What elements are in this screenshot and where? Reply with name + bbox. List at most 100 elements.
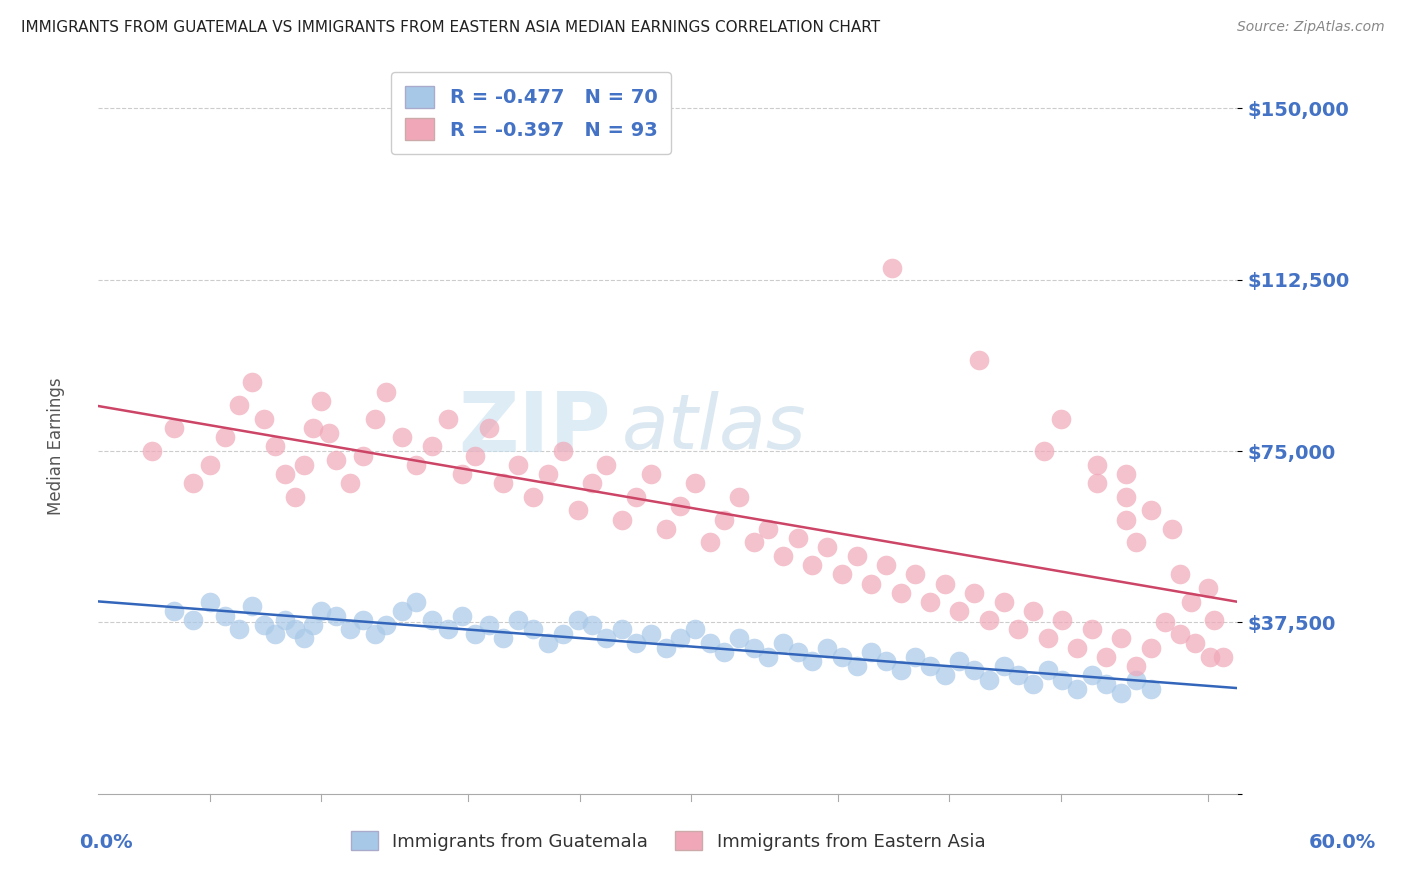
Point bbox=[141, 444, 163, 458]
Point bbox=[640, 467, 662, 481]
Point bbox=[292, 632, 315, 646]
Point bbox=[904, 567, 927, 582]
Point bbox=[1036, 632, 1059, 646]
Point bbox=[977, 673, 1000, 687]
Point bbox=[772, 549, 794, 564]
Text: 0.0%: 0.0% bbox=[79, 833, 132, 853]
Point bbox=[1109, 686, 1132, 700]
Point bbox=[742, 535, 765, 549]
Point bbox=[1022, 677, 1045, 691]
Point bbox=[352, 449, 374, 463]
Point bbox=[875, 558, 897, 573]
Point bbox=[436, 412, 458, 426]
Point bbox=[567, 613, 589, 627]
Point bbox=[492, 632, 515, 646]
Point bbox=[993, 658, 1015, 673]
Point bbox=[728, 632, 751, 646]
Point bbox=[815, 640, 838, 655]
Point bbox=[214, 430, 236, 444]
Point bbox=[1085, 458, 1108, 472]
Point bbox=[581, 617, 603, 632]
Point bbox=[1115, 467, 1137, 481]
Point bbox=[860, 576, 883, 591]
Point bbox=[309, 604, 332, 618]
Point bbox=[375, 617, 398, 632]
Point bbox=[728, 490, 751, 504]
Point bbox=[1139, 640, 1161, 655]
Text: Median Earnings: Median Earnings bbox=[48, 377, 65, 515]
Point bbox=[1212, 649, 1234, 664]
Point bbox=[742, 640, 765, 655]
Point bbox=[1080, 623, 1102, 637]
Point bbox=[831, 567, 853, 582]
Point bbox=[302, 421, 325, 435]
Point bbox=[450, 608, 472, 623]
Point bbox=[163, 421, 186, 435]
Point bbox=[1184, 636, 1206, 650]
Point bbox=[253, 412, 276, 426]
Point bbox=[1115, 490, 1137, 504]
Point bbox=[890, 585, 912, 599]
Point bbox=[214, 608, 236, 623]
Point bbox=[309, 393, 332, 408]
Point bbox=[240, 599, 263, 614]
Point bbox=[595, 632, 617, 646]
Point bbox=[934, 576, 956, 591]
Point bbox=[339, 475, 361, 490]
Point bbox=[228, 623, 250, 637]
Point bbox=[610, 623, 633, 637]
Point bbox=[918, 658, 941, 673]
Point bbox=[713, 645, 735, 659]
Point bbox=[845, 658, 868, 673]
Point bbox=[506, 613, 529, 627]
Point bbox=[1066, 640, 1088, 655]
Point bbox=[1168, 627, 1191, 641]
Point bbox=[801, 654, 824, 668]
Point bbox=[551, 444, 574, 458]
Point bbox=[1168, 567, 1191, 582]
Point bbox=[181, 475, 204, 490]
Point bbox=[464, 627, 486, 641]
Point bbox=[918, 595, 941, 609]
Point bbox=[786, 531, 808, 545]
Point bbox=[1161, 522, 1184, 536]
Point bbox=[595, 458, 617, 472]
Point bbox=[713, 512, 735, 526]
Point bbox=[492, 475, 515, 490]
Point bbox=[253, 617, 276, 632]
Point bbox=[264, 627, 287, 641]
Point bbox=[624, 636, 647, 650]
Point bbox=[758, 649, 780, 664]
Point bbox=[1007, 668, 1029, 682]
Point bbox=[640, 627, 662, 641]
Point bbox=[478, 617, 501, 632]
Point bbox=[1036, 664, 1059, 678]
Point bbox=[1115, 512, 1137, 526]
Point bbox=[581, 475, 603, 490]
Point bbox=[228, 398, 250, 412]
Point bbox=[274, 467, 297, 481]
Point bbox=[352, 613, 374, 627]
Point bbox=[198, 595, 221, 609]
Point bbox=[963, 664, 986, 678]
Point bbox=[364, 412, 387, 426]
Point bbox=[240, 376, 263, 390]
Point bbox=[1022, 604, 1045, 618]
Text: Source: ZipAtlas.com: Source: ZipAtlas.com bbox=[1237, 20, 1385, 34]
Point bbox=[551, 627, 574, 641]
Legend: Immigrants from Guatemala, Immigrants from Eastern Asia: Immigrants from Guatemala, Immigrants fr… bbox=[343, 824, 993, 858]
Point bbox=[1066, 681, 1088, 696]
Text: ZIP: ZIP bbox=[458, 388, 612, 468]
Point bbox=[890, 664, 912, 678]
Point bbox=[655, 640, 678, 655]
Point bbox=[391, 604, 413, 618]
Point bbox=[948, 604, 970, 618]
Point bbox=[1125, 535, 1147, 549]
Point bbox=[537, 467, 560, 481]
Point bbox=[405, 595, 427, 609]
Point bbox=[1139, 681, 1161, 696]
Point bbox=[181, 613, 204, 627]
Point bbox=[522, 490, 544, 504]
Point bbox=[1052, 673, 1074, 687]
Point bbox=[845, 549, 868, 564]
